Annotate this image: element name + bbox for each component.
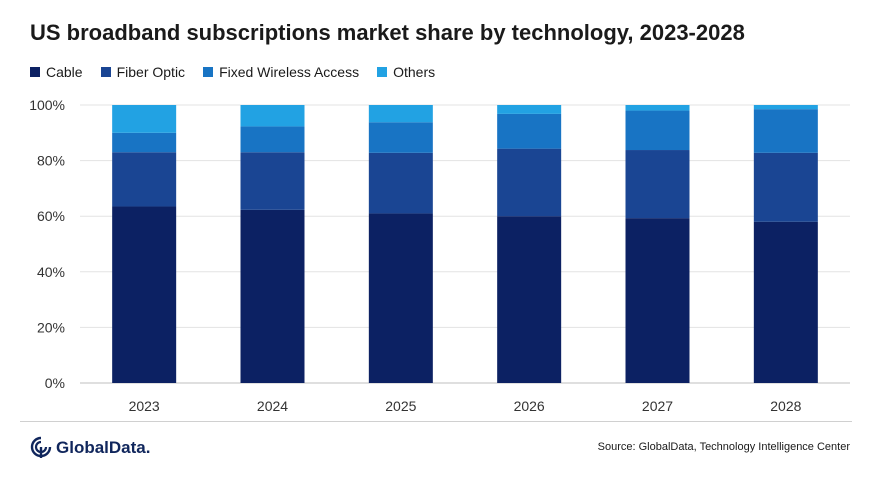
- bar-segment-others-2023: [112, 105, 177, 133]
- bar-segment-fixed-wireless-access-2023: [112, 132, 177, 153]
- legend-swatch: [203, 67, 214, 77]
- y-tick-label: 20%: [37, 319, 65, 335]
- bar-segment-others-2024: [240, 105, 305, 127]
- bar-segment-fiber-optic-2025: [368, 152, 433, 214]
- y-tick-label: 40%: [37, 264, 65, 280]
- bar-segment-cable-2026: [497, 216, 562, 383]
- bar-segment-fiber-optic-2028: [753, 152, 818, 222]
- bar-segment-others-2026: [497, 105, 562, 114]
- logo-text: GlobalData.: [56, 438, 151, 457]
- legend-label: Fiber Optic: [116, 64, 186, 80]
- chart-title: US broadband subscriptions market share …: [30, 20, 745, 45]
- chart-legend: Cable Fiber Optic Fixed Wireless Access Oth…: [30, 64, 435, 80]
- bar-segment-fiber-optic-2027: [625, 150, 690, 219]
- bar-segment-fixed-wireless-access-2027: [625, 110, 690, 151]
- x-tick-label: 2027: [642, 398, 673, 414]
- globaldata-logo: GlobalData.: [30, 436, 150, 460]
- footer-divider: [20, 421, 852, 422]
- y-tick-label: 100%: [29, 97, 65, 113]
- y-tick-label: 80%: [37, 153, 65, 169]
- legend-item-fiber-optic: Fiber Optic: [100, 64, 186, 80]
- stacked-bar-chart: 0% 20% 40% 60% 80% 100% 2023 2024 2025 2026 2027 20…: [29, 97, 850, 414]
- bar-segment-fiber-optic-2024: [240, 152, 305, 210]
- x-tick-label: 2025: [385, 398, 416, 414]
- bar-segment-cable-2027: [625, 218, 690, 383]
- bar-segment-others-2027: [625, 105, 690, 111]
- bar-segment-fiber-optic-2023: [112, 152, 177, 207]
- legend-item-others: Others: [377, 64, 435, 80]
- y-tick-label: 0%: [45, 375, 65, 391]
- source-note: Source: GlobalData, Technology Intellige…: [597, 441, 850, 453]
- bar-segment-cable-2028: [753, 221, 818, 383]
- bar-segment-fixed-wireless-access-2025: [368, 122, 433, 153]
- bar-segment-others-2028: [753, 105, 818, 110]
- x-tick-label: 2023: [129, 398, 160, 414]
- bar-segment-cable-2024: [240, 209, 305, 383]
- y-tick-label: 60%: [37, 208, 65, 224]
- bar-segment-fixed-wireless-access-2026: [497, 113, 562, 149]
- legend-item-cable: Cable: [30, 64, 83, 80]
- legend-label: Fixed Wireless Access: [219, 64, 360, 80]
- x-tick-label: 2026: [514, 398, 545, 414]
- bar-segment-fiber-optic-2026: [497, 148, 562, 217]
- legend-swatch: [30, 67, 40, 77]
- bar-segment-others-2025: [368, 105, 433, 123]
- legend-label: Cable: [46, 64, 83, 80]
- x-tick-label: 2024: [257, 398, 288, 414]
- bar-segment-cable-2023: [112, 206, 177, 383]
- legend-swatch: [377, 67, 388, 77]
- bar-segment-cable-2025: [368, 213, 433, 383]
- bar-segment-fixed-wireless-access-2024: [240, 126, 305, 153]
- legend-label: Others: [393, 64, 436, 80]
- legend-item-fixed-wireless-access: Fixed Wireless Access: [203, 64, 359, 80]
- bar-segment-fixed-wireless-access-2028: [753, 109, 818, 153]
- globaldata-logo-icon: [30, 436, 52, 458]
- legend-swatch: [100, 67, 111, 77]
- x-tick-label: 2028: [770, 398, 801, 414]
